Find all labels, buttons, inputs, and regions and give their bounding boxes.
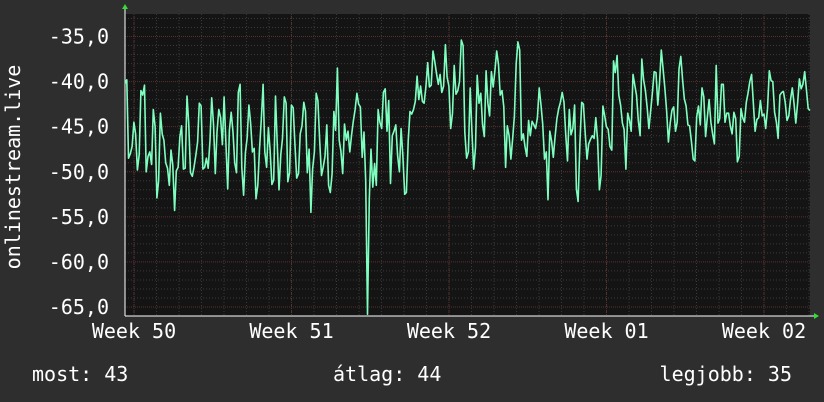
current-value: most: 43 <box>32 362 129 386</box>
x-tick-label: Week 01 <box>564 319 648 343</box>
y-tick-labels: -35,0 -40,0 -45,0 -50,0 -55,0 -60,0 -65,0 <box>49 25 109 319</box>
series-line <box>124 39 811 315</box>
y-tick-label: -35,0 <box>49 25 109 49</box>
average-value: átlag: 44 <box>333 362 442 386</box>
y-axis-label: onlinestream.live <box>1 65 25 270</box>
y-tick-label: -50,0 <box>49 160 109 184</box>
x-tick-label: Week 52 <box>407 319 491 343</box>
x-tick-labels: Week 50 Week 51 Week 52 Week 01 Week 02 <box>92 319 806 343</box>
x-tick-label: Week 02 <box>722 319 806 343</box>
y-axis-arrow <box>122 4 128 9</box>
axes <box>122 4 819 319</box>
y-tick-label: -40,0 <box>49 70 109 94</box>
y-tick-label: -45,0 <box>49 115 109 139</box>
max-value: legjobb: 35 <box>659 362 792 386</box>
plot-area <box>125 14 810 316</box>
minor-grid <box>125 14 810 317</box>
x-tick-label: Week 51 <box>249 319 333 343</box>
x-axis-arrow <box>814 313 819 319</box>
x-tick-label: Week 50 <box>92 319 176 343</box>
y-tick-label: -65,0 <box>49 295 109 319</box>
major-grid <box>125 14 810 316</box>
y-tick-label: -60,0 <box>49 250 109 274</box>
y-tick-label: -55,0 <box>49 205 109 229</box>
